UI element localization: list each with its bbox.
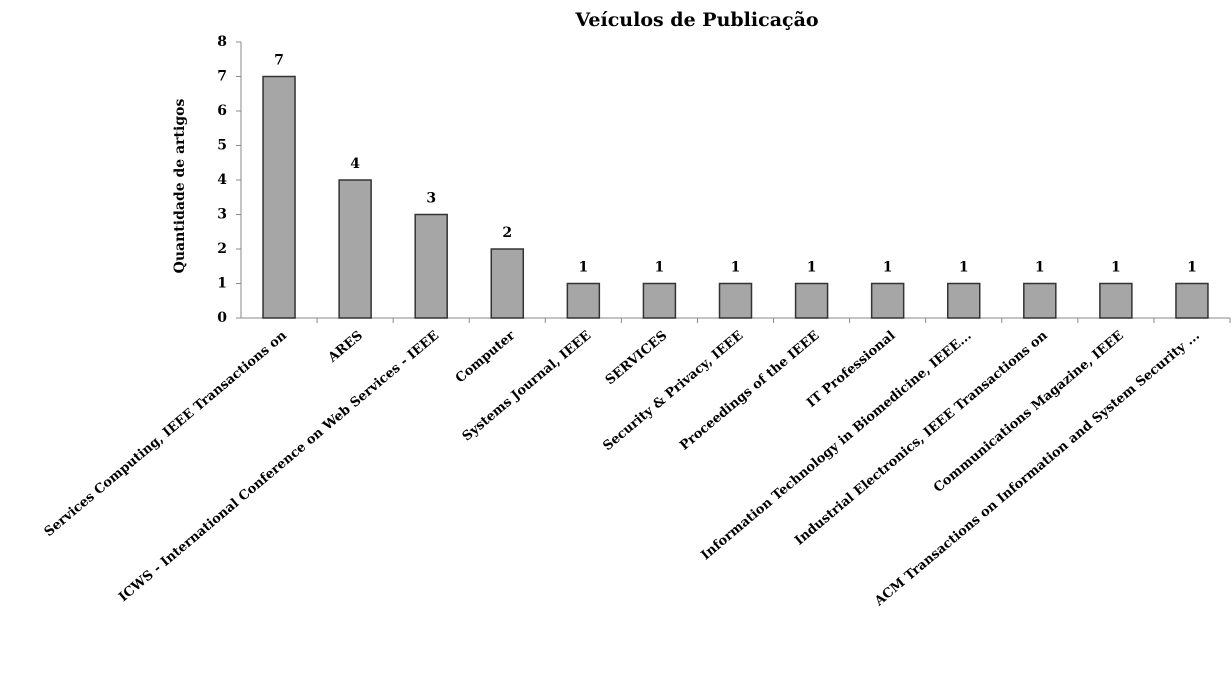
data-label: 3 (426, 191, 436, 207)
y-tick-label: 7 (217, 69, 227, 85)
data-label: 1 (807, 260, 817, 276)
bar (1099, 282, 1133, 319)
y-tick-label: 2 (217, 241, 227, 257)
x-tick-label: ICWS - International Conference on Web S… (116, 328, 442, 605)
y-tick-label: 6 (217, 103, 227, 119)
data-label: 4 (350, 156, 360, 172)
data-label: 2 (502, 225, 512, 241)
y-tick-label: 4 (217, 172, 227, 188)
bar (490, 248, 525, 319)
bar (414, 213, 448, 319)
x-tick-label: SERVICES (603, 328, 670, 388)
x-tick-label: Systems Journal, IEEE (460, 328, 595, 444)
data-label: 1 (959, 260, 969, 276)
bar (642, 282, 677, 319)
bar (946, 282, 981, 319)
data-label: 1 (655, 260, 665, 276)
data-label: 1 (1035, 260, 1045, 276)
data-label: 7 (274, 53, 284, 69)
bar (338, 179, 372, 319)
data-label: 1 (731, 260, 741, 276)
y-tick-label: 1 (217, 276, 227, 292)
x-tick-label: Proceedings of the IEEE (677, 328, 822, 453)
bar (566, 282, 601, 319)
data-label: 1 (883, 260, 893, 276)
x-tick-label: Information Technology in Biomedicine, I… (699, 328, 975, 563)
bar (870, 282, 905, 319)
y-tick-label: 5 (217, 138, 227, 154)
bar (1023, 282, 1057, 319)
bar (262, 75, 296, 319)
chart-title: Veículos de Publicação (574, 9, 818, 31)
bar (794, 282, 829, 319)
bar (718, 282, 753, 319)
bar (1175, 282, 1209, 319)
y-tick-label: 3 (217, 207, 227, 223)
data-label: 1 (1111, 260, 1121, 276)
x-tick-label: Computer (453, 328, 518, 386)
y-tick-label: 0 (217, 310, 227, 326)
data-label: 1 (578, 260, 588, 276)
y-axis-label: Quantidade de artigos (172, 99, 188, 274)
y-tick-label: 8 (217, 34, 227, 50)
x-tick-label: Services Computing, IEEE Transactions on (42, 328, 291, 540)
x-tick-label: Security & Privacy, IEEE (600, 328, 746, 454)
x-tick-label: ARES (325, 328, 366, 366)
x-tick-label: Industrial Electronics, IEEE Transaction… (792, 328, 1051, 549)
data-label: 1 (1187, 260, 1197, 276)
